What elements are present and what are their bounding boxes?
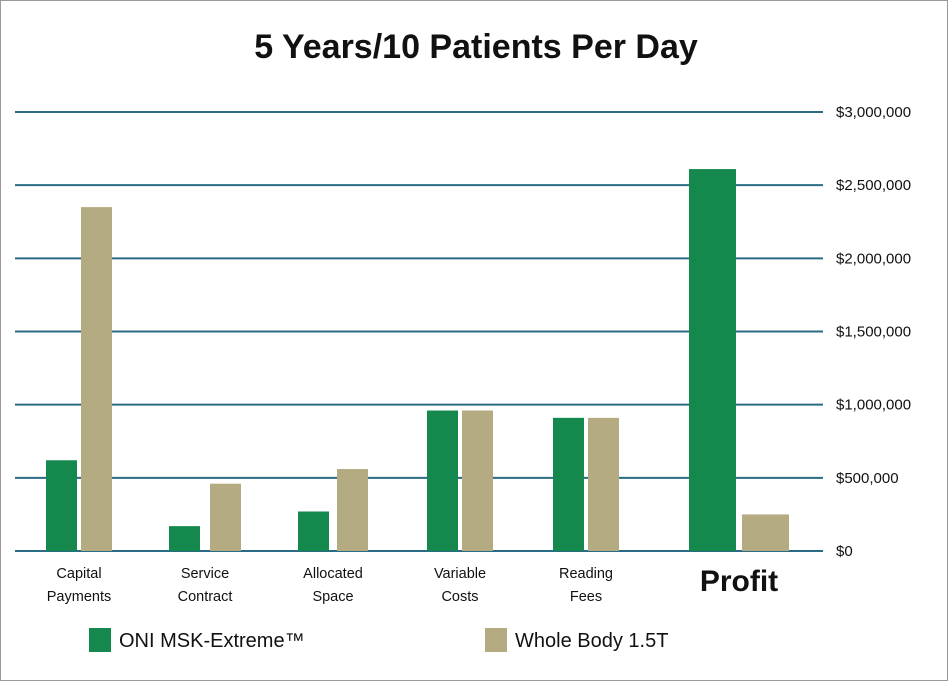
category-label: Service [181,566,229,582]
bars [46,169,789,551]
legend: ONI MSK-Extreme™ Whole Body 1.5T [89,628,668,652]
bar-oni-msk-extreme [427,410,458,551]
bar-oni-msk-extreme [298,511,329,551]
y-tick-label: $2,000,000 [836,250,911,267]
bar-whole-body-1-5t [588,417,619,551]
y-tick-label: $3,000,000 [836,104,911,121]
category-label: Space [312,589,353,605]
x-axis-category-labels: Capital Payments Service Contract Allocated S… [47,565,778,605]
y-tick-label: $2,500,000 [836,177,911,194]
bar-whole-body-1-5t [210,483,241,551]
bar-oni-msk-extreme [46,460,77,551]
bar-oni-msk-extreme [689,169,736,551]
category-label: Variable [434,566,486,582]
category-label: Payments [47,589,111,605]
gridlines [15,111,823,552]
legend-swatch [485,628,507,652]
category-label: Reading [559,566,613,582]
bar-whole-body-1-5t [742,514,789,551]
category-label: Costs [441,589,478,605]
bar-whole-body-1-5t [337,469,368,551]
legend-label: Whole Body 1.5T [515,630,668,652]
y-tick-label: $1,000,000 [836,397,911,414]
category-label: Fees [570,589,602,605]
chart-title: 5 Years/10 Patients Per Day [254,28,698,66]
category-label: Allocated [303,566,363,582]
y-axis-tick-labels: $0 $500,000 $1,000,000 $1,500,000 $2,000,000… [836,104,911,560]
y-tick-label: $1,500,000 [836,324,911,341]
category-label: Contract [178,589,233,605]
bar-whole-body-1-5t [81,207,112,551]
legend-label: ONI MSK-Extreme™ [119,630,305,652]
y-tick-label: $0 [836,543,853,560]
legend-swatch [89,628,111,652]
bar-oni-msk-extreme [553,417,584,551]
bar-whole-body-1-5t [462,410,493,551]
category-label: Profit [700,565,778,598]
category-label: Capital [56,566,101,582]
bar-oni-msk-extreme [169,526,200,551]
y-tick-label: $500,000 [836,470,899,487]
